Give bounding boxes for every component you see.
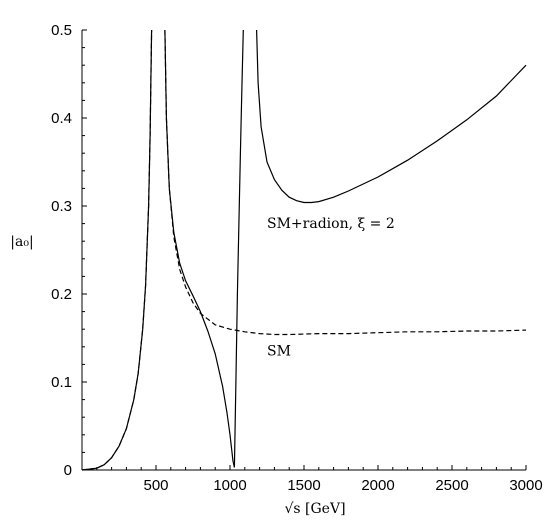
x-axis-label: √s [GeV] [284,501,345,517]
y-axis-label: |a₀| [10,234,33,250]
x-tick-label: 1000 [213,477,246,494]
series-1-segment-1 [81,29,153,471]
x-tick-label: 3000 [509,477,542,494]
series-2-segment-1 [81,29,153,471]
series-1-segment-2 [164,29,235,468]
curves [81,29,527,471]
ticks [82,29,527,471]
series-2-segment-2 [164,29,527,336]
annotations: SM+radion, ξ = 2 SM [267,216,395,360]
x-tick-label: 1500 [287,477,320,494]
x-tick-label: 2000 [361,477,394,494]
y-tick-label: 0 [64,462,72,479]
y-tick-label: 0.5 [51,22,72,39]
y-tick-label: 0.4 [51,110,72,127]
annotation-1: SM+radion, ξ = 2 [267,216,395,232]
series-1-segment-3 [233,29,244,468]
y-tick-label: 0.3 [51,198,72,215]
series-1-segment-4 [256,29,527,204]
y-tick-label: 0.1 [51,374,72,391]
series-1 [81,29,527,471]
x-tick-label: 500 [143,477,168,494]
series-2 [81,29,527,471]
axes [81,30,526,471]
annotation-2: SM [267,344,291,360]
y-tick-label: 0.2 [51,286,72,303]
tick-labels: 500 1000 1500 2000 2500 3000 0 0.1 0.2 0.3 0.4 0.5 [51,22,543,494]
x-tick-label: 2500 [435,477,468,494]
